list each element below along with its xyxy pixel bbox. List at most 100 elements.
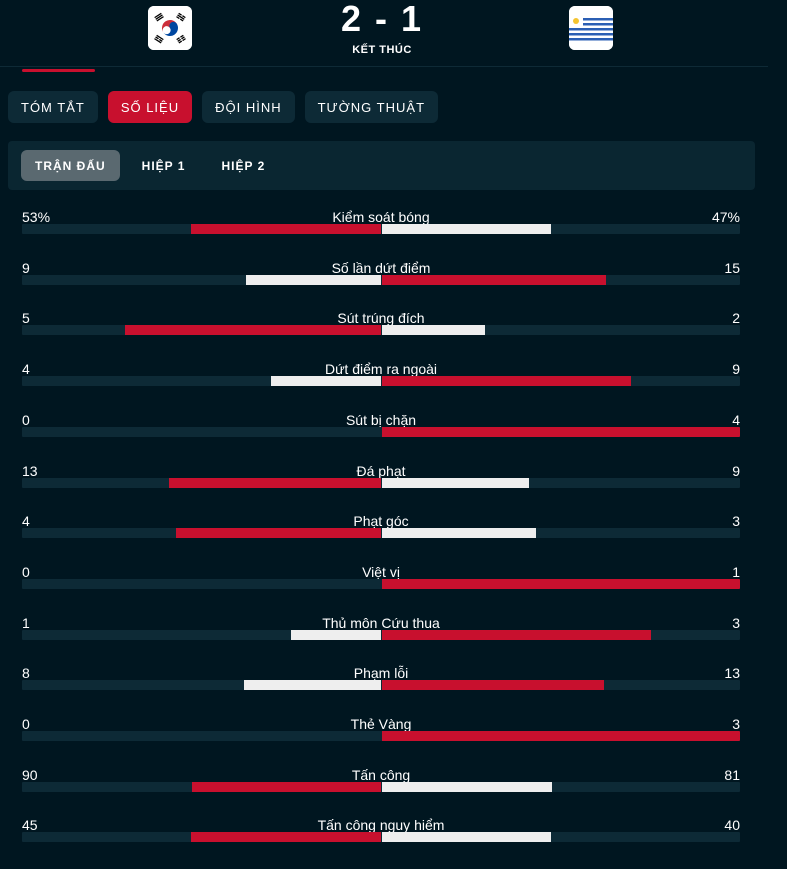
stat-home-bar (244, 680, 381, 690)
stat-away-value: 40 (724, 817, 740, 833)
stat-bar-track (22, 782, 740, 792)
stat-away-bar (382, 579, 740, 589)
tab-summary[interactable]: TÓM TẮT (8, 91, 98, 123)
stat-away-bar (382, 630, 651, 640)
stat-row-shots-off-target: Dứt điểm ra ngoài 4 9 (22, 361, 740, 401)
stat-label: Phạm lỗi (353, 665, 409, 681)
stat-away-bar (382, 782, 552, 792)
stat-away-bar (382, 275, 606, 285)
stat-home-bar (271, 376, 381, 386)
stat-label: Đá phạt (356, 463, 406, 479)
stat-label: Dứt điểm ra ngoài (324, 361, 438, 377)
stat-label: Sút bị chặn (345, 412, 417, 428)
subtab-full-match[interactable]: TRẬN ĐẤU (21, 150, 120, 181)
stat-home-value: 90 (22, 767, 38, 783)
stat-away-value: 9 (732, 463, 740, 479)
stat-home-value: 1 (22, 615, 30, 631)
stat-home-value: 8 (22, 665, 30, 681)
stat-home-value: 4 (22, 513, 30, 529)
main-tabs: TÓM TẮT SỐ LIỆU ĐỘI HÌNH TƯỜNG THUẬT (8, 91, 439, 123)
period-selector-panel: TRẬN ĐẤU HIỆP 1 HIỆP 2 (8, 141, 755, 190)
south-korea-flag-icon[interactable] (148, 6, 192, 50)
stat-bar-track (22, 478, 740, 488)
stat-home-value: 4 (22, 361, 30, 377)
stat-away-bar (382, 478, 529, 488)
stat-row-fouls: Phạm lỗi 8 13 (22, 665, 740, 705)
stat-row-yellow-cards: Thẻ Vàng 0 3 (22, 716, 740, 756)
stat-home-value: 13 (22, 463, 38, 479)
stat-home-bar (176, 528, 381, 538)
stat-home-bar (291, 630, 381, 640)
stat-away-bar (382, 224, 551, 234)
tab-commentary[interactable]: TƯỜNG THUẬT (304, 91, 439, 123)
stat-home-value: 0 (22, 564, 30, 580)
stat-row-offsides: Việt vị 0 1 (22, 564, 740, 604)
stat-home-bar (125, 325, 381, 335)
stat-label: Thẻ Vàng (350, 716, 412, 732)
stat-label: Kiểm soát bóng (332, 209, 430, 225)
stat-home-value: 9 (22, 260, 30, 276)
subtab-first-half[interactable]: HIỆP 1 (141, 158, 186, 173)
stat-away-bar (382, 325, 485, 335)
stat-home-value: 53% (22, 209, 51, 225)
stat-away-value: 9 (732, 361, 740, 377)
stat-bar-track (22, 427, 740, 437)
match-score: 2 - 1 (340, 0, 424, 39)
stat-row-corners: Phạt góc 4 3 (22, 513, 740, 553)
stat-away-value: 15 (724, 260, 740, 276)
stat-bar-track (22, 275, 740, 285)
stat-bar-track (22, 731, 740, 741)
tab-stats[interactable]: SỐ LIỆU (107, 91, 193, 123)
stat-home-value: 45 (22, 817, 38, 833)
stat-away-bar (382, 528, 536, 538)
stat-bar-track (22, 224, 740, 234)
header-divider (0, 66, 768, 67)
stat-row-attacks: Tấn công 90 81 (22, 767, 740, 807)
stat-row-shots: Số lần dứt điểm 9 15 (22, 260, 740, 300)
stat-home-bar (192, 782, 381, 792)
stat-home-bar (169, 478, 381, 488)
stat-home-bar (246, 275, 381, 285)
stat-home-value: 5 (22, 310, 30, 326)
match-header: 2 - 1 KẾT THÚC (0, 0, 787, 72)
stat-bar-track (22, 832, 740, 842)
stat-away-value: 3 (732, 513, 740, 529)
stat-label: Phạt góc (353, 513, 409, 529)
stat-away-value: 47% (711, 209, 740, 225)
stat-label: Sút trúng đích (337, 310, 425, 326)
stat-away-bar (382, 832, 551, 842)
stat-home-bar (191, 832, 381, 842)
stat-label: Số lần dứt điểm (331, 260, 431, 276)
stat-away-value: 13 (724, 665, 740, 681)
tab-lineups[interactable]: ĐỘI HÌNH (202, 91, 295, 123)
stat-home-value: 0 (22, 412, 30, 428)
stat-label: Việt vị (362, 564, 400, 580)
stat-away-bar (382, 731, 740, 741)
stat-bar-track (22, 325, 740, 335)
stat-away-bar (382, 427, 740, 437)
uruguay-flag-icon[interactable] (569, 6, 613, 50)
stat-away-bar (382, 680, 604, 690)
stat-row-shots-on-target: Sút trúng đích 5 2 (22, 310, 740, 350)
stat-label: Thủ môn Cứu thua (322, 615, 440, 631)
stat-away-value: 81 (724, 767, 740, 783)
header-active-indicator (22, 69, 95, 72)
stat-row-dangerous-attacks: Tấn công nguy hiểm 45 40 (22, 817, 740, 857)
stat-bar-track (22, 579, 740, 589)
subtab-second-half[interactable]: HIỆP 2 (221, 158, 266, 173)
stat-home-bar (191, 224, 381, 234)
stat-row-blocked-shots: Sút bị chặn 0 4 (22, 412, 740, 452)
stat-away-bar (382, 376, 631, 386)
stat-bar-track (22, 376, 740, 386)
stat-bar-track (22, 680, 740, 690)
stat-row-possession: Kiểm soát bóng 53% 47% (22, 209, 740, 249)
stat-away-value: 2 (732, 310, 740, 326)
stat-away-value: 1 (732, 564, 740, 580)
stat-away-value: 4 (732, 412, 740, 428)
match-status: KẾT THÚC (352, 44, 412, 56)
stat-bar-track (22, 630, 740, 640)
stat-label: Tấn công nguy hiểm (317, 817, 445, 833)
stat-home-value: 0 (22, 716, 30, 732)
stat-bar-track (22, 528, 740, 538)
stat-row-goalkeeper-saves: Thủ môn Cứu thua 1 3 (22, 615, 740, 655)
